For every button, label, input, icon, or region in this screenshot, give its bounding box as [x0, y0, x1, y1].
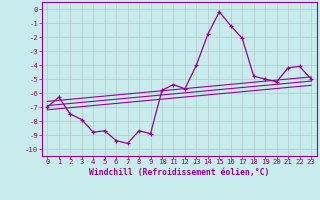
X-axis label: Windchill (Refroidissement éolien,°C): Windchill (Refroidissement éolien,°C) — [89, 168, 269, 177]
